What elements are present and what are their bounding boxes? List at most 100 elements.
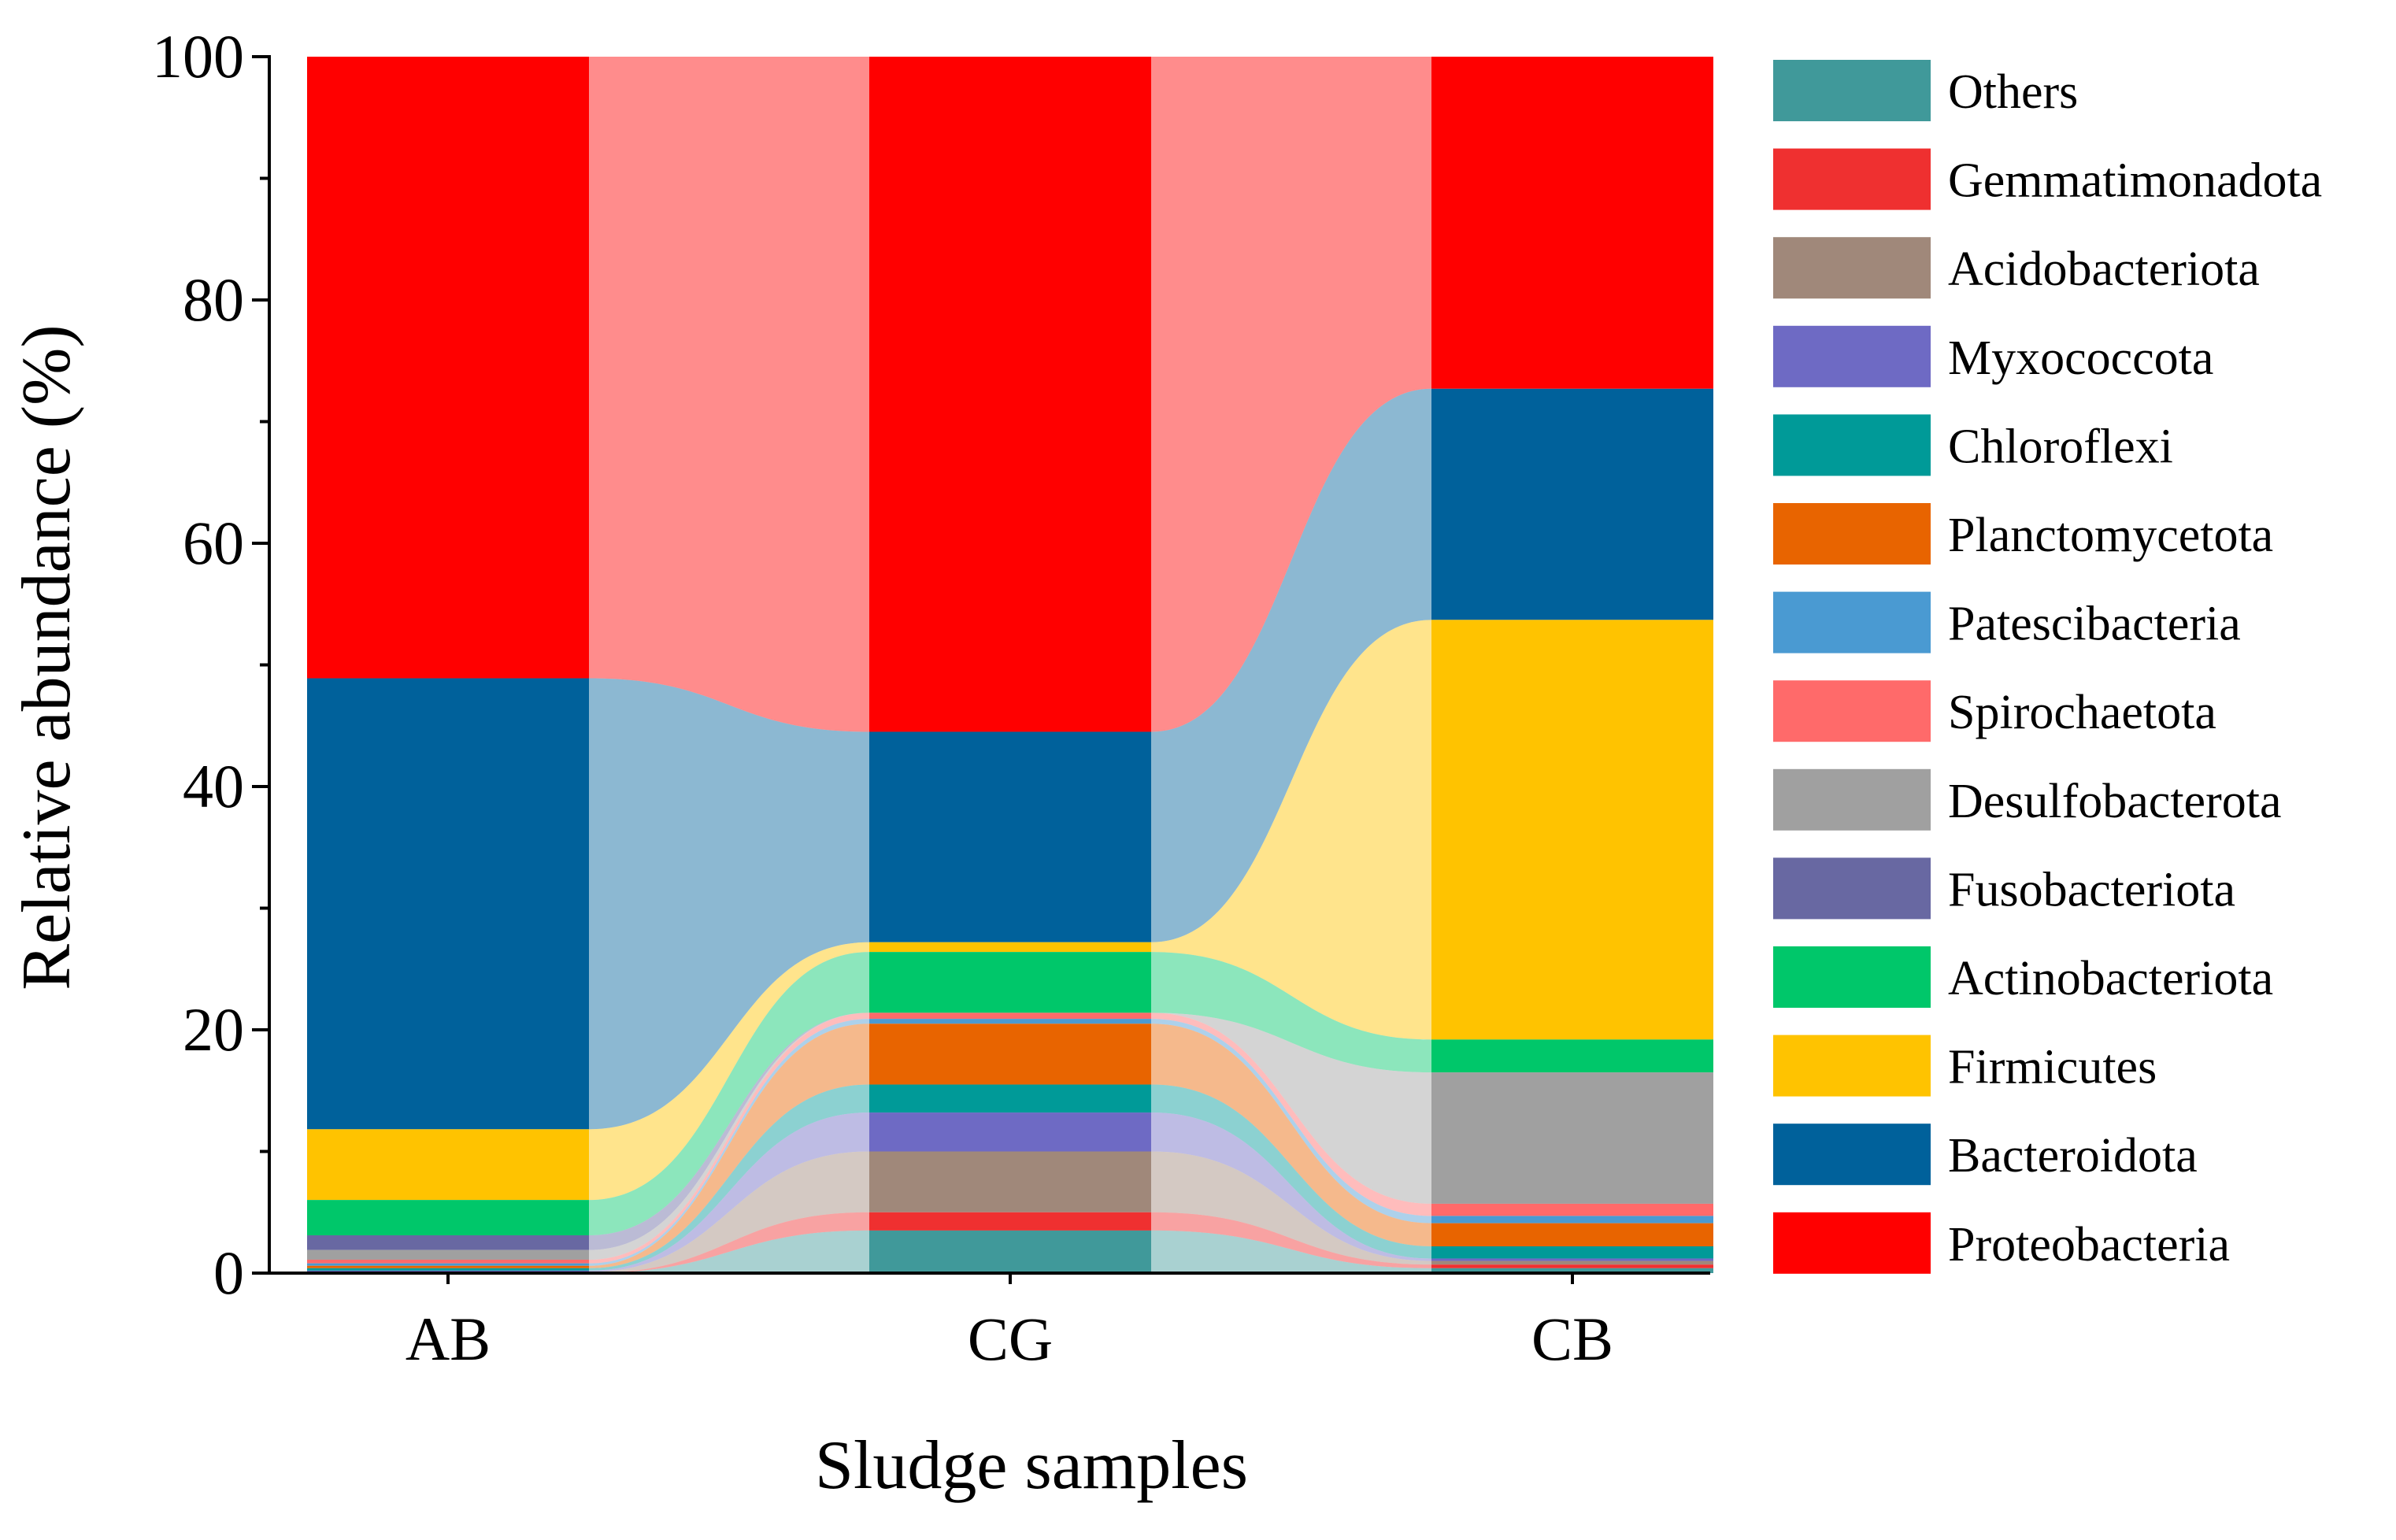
bar-cg-actinobacteriota bbox=[869, 952, 1151, 1013]
flow-fusobacteriota-ab-to-cg bbox=[589, 1012, 869, 1250]
bar-cb-bacteroidota bbox=[1431, 388, 1713, 620]
flow-firmicutes-cg-to-cb bbox=[1151, 620, 1431, 1040]
legend-swatch-fusobacteriota bbox=[1773, 857, 1931, 920]
flow-others-ab-to-cg bbox=[589, 1230, 869, 1273]
flow-planctomycetota-cg-to-cb bbox=[1151, 1024, 1431, 1247]
bar-cg-bacteroidota bbox=[869, 731, 1151, 942]
flow-proteobacteria-ab-to-cg bbox=[589, 57, 869, 732]
y-tick-label: 0 bbox=[213, 1238, 244, 1307]
legend-label-others: Others bbox=[1948, 65, 2078, 119]
bar-cg-firmicutes bbox=[869, 942, 1151, 953]
legend-swatch-actinobacteriota bbox=[1773, 946, 1931, 1008]
flow-acidobacteriota-cg-to-cb bbox=[1151, 1151, 1431, 1265]
bar-cb-planctomycetota bbox=[1431, 1223, 1713, 1247]
flow-patescibacteria-ab-to-cg bbox=[589, 1019, 869, 1266]
flow-spirochaetota-ab-to-cg bbox=[589, 1012, 869, 1264]
bar-cg-myxococcota bbox=[869, 1112, 1151, 1152]
bar-cg-chloroflexi bbox=[869, 1084, 1151, 1113]
legend-label-planctomycetota: Planctomycetota bbox=[1948, 509, 2273, 562]
bar-ab-chloroflexi bbox=[307, 1268, 589, 1271]
legend-label-spirochaetota: Spirochaetota bbox=[1948, 686, 2216, 739]
flow-actinobacteriota-cg-to-cb bbox=[1151, 952, 1431, 1073]
legend-label-gemmatimonadota: Gemmatimonadota bbox=[1948, 154, 2322, 208]
y-axis-title: Relative abundance (%) bbox=[9, 324, 85, 990]
bar-cg-gemmatimonadota bbox=[869, 1212, 1151, 1231]
flow-desulfobacterota-cg-to-cb bbox=[1151, 1012, 1431, 1204]
bar-cb-chloroflexi bbox=[1431, 1246, 1713, 1259]
legend-swatch-acidobacteriota bbox=[1773, 237, 1931, 299]
legend-label-fusobacteriota: Fusobacteriota bbox=[1948, 863, 2235, 916]
legend-label-acidobacteriota: Acidobacteriota bbox=[1948, 242, 2260, 296]
axes: 0 20 40 60 80 100 AB CG CB bbox=[152, 22, 1710, 1373]
bar-ab-firmicutes bbox=[307, 1129, 589, 1201]
bar-cb-actinobacteriota bbox=[1431, 1039, 1713, 1073]
bar-ab-patescibacteria bbox=[307, 1263, 589, 1266]
flow-chloroflexi-cg-to-cb bbox=[1151, 1084, 1431, 1259]
legend-swatch-bacteroidota bbox=[1773, 1124, 1931, 1186]
bar-cg-acidobacteriota bbox=[869, 1151, 1151, 1212]
flow-layer bbox=[589, 57, 1431, 1273]
legend-swatch-gemmatimonadota bbox=[1773, 148, 1931, 210]
bar-ab-proteobacteria bbox=[307, 57, 589, 679]
y-tick-label: 40 bbox=[183, 752, 244, 820]
flow-gemmatimonadota-ab-to-cg bbox=[589, 1212, 869, 1273]
flow-proteobacteria-cg-to-cb bbox=[1151, 57, 1431, 732]
flow-planctomycetota-ab-to-cg bbox=[589, 1024, 869, 1268]
legend-label-patescibacteria: Patescibacteria bbox=[1948, 598, 2241, 651]
bar-ab-actinobacteriota bbox=[307, 1200, 589, 1236]
bar-cg-spirochaetota bbox=[869, 1012, 1151, 1020]
y-tick-label: 80 bbox=[183, 265, 244, 334]
x-tick-label-ab: AB bbox=[406, 1305, 491, 1373]
y-tick-label: 20 bbox=[183, 995, 244, 1064]
flow-chloroflexi-ab-to-cg bbox=[589, 1084, 869, 1271]
legend-label-chloroflexi: Chloroflexi bbox=[1948, 420, 2173, 473]
x-axis-title: Sludge samples bbox=[815, 1427, 1248, 1504]
legend-swatch-desulfobacterota bbox=[1773, 768, 1931, 831]
bar-cb-acidobacteriota bbox=[1431, 1261, 1713, 1265]
legend-swatch-patescibacteria bbox=[1773, 591, 1931, 653]
bar-ab-spirochaetota bbox=[307, 1259, 589, 1264]
bar-cg-others bbox=[869, 1230, 1151, 1273]
legend: Others Gemmatimonadota Acidobacteriota Myxo… bbox=[1773, 60, 2322, 1274]
legend-label-actinobacteriota: Actinobacteriota bbox=[1948, 952, 2273, 1005]
bar-layer bbox=[307, 57, 1713, 1273]
y-tick-label: 100 bbox=[152, 22, 244, 91]
bar-cb-gemmatimonadota bbox=[1431, 1264, 1713, 1268]
x-tick-label-cb: CB bbox=[1531, 1305, 1613, 1373]
bar-cb-desulfobacterota bbox=[1431, 1072, 1713, 1204]
bar-cg-proteobacteria bbox=[869, 57, 1151, 732]
legend-swatch-firmicutes bbox=[1773, 1035, 1931, 1097]
bar-cb-others bbox=[1431, 1268, 1713, 1273]
flow-gemmatimonadota-cg-to-cb bbox=[1151, 1212, 1431, 1268]
bar-ab-fusobacteriota bbox=[307, 1235, 589, 1250]
flow-patescibacteria-cg-to-cb bbox=[1151, 1019, 1431, 1223]
bar-cb-firmicutes bbox=[1431, 620, 1713, 1040]
legend-swatch-spirochaetota bbox=[1773, 680, 1931, 742]
flow-others-cg-to-cb bbox=[1151, 1230, 1431, 1273]
flow-desulfobacterota-ab-to-cg bbox=[589, 1012, 869, 1260]
legend-label-desulfobacterota: Desulfobacterota bbox=[1948, 775, 2281, 828]
bar-cg-patescibacteria bbox=[869, 1019, 1151, 1024]
flow-spirochaetota-cg-to-cb bbox=[1151, 1012, 1431, 1216]
bar-ab-desulfobacterota bbox=[307, 1249, 589, 1260]
bar-ab-bacteroidota bbox=[307, 678, 589, 1130]
legend-label-firmicutes: Firmicutes bbox=[1948, 1041, 2157, 1094]
bar-cb-proteobacteria bbox=[1431, 57, 1713, 389]
bar-cb-myxococcota bbox=[1431, 1258, 1713, 1261]
y-tick-label: 60 bbox=[183, 509, 244, 577]
flow-myxococcota-ab-to-cg bbox=[589, 1112, 869, 1272]
bar-ab-myxococcota bbox=[307, 1270, 589, 1272]
bar-cb-spirochaetota bbox=[1431, 1203, 1713, 1216]
legend-label-myxococcota: Myxococcota bbox=[1948, 331, 2213, 385]
legend-swatch-others bbox=[1773, 60, 1931, 121]
flow-firmicutes-ab-to-cg bbox=[589, 942, 869, 1201]
legend-swatch-myxococcota bbox=[1773, 325, 1931, 387]
legend-swatch-chloroflexi bbox=[1773, 414, 1931, 476]
flow-bacteroidota-cg-to-cb bbox=[1151, 388, 1431, 942]
flow-bacteroidota-ab-to-cg bbox=[589, 678, 869, 1130]
legend-swatch-proteobacteria bbox=[1773, 1212, 1931, 1274]
flow-myxococcota-cg-to-cb bbox=[1151, 1112, 1431, 1261]
legend-swatch-planctomycetota bbox=[1773, 503, 1931, 565]
